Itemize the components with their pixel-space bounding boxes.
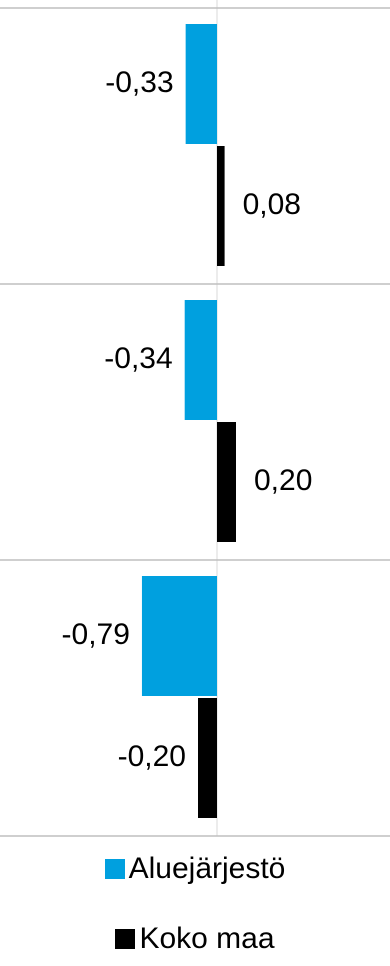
bar-koko-maa [198, 698, 217, 818]
data-label: -0,33 [105, 66, 173, 99]
data-label: 0,08 [243, 188, 301, 221]
data-label: 0,20 [254, 464, 312, 497]
bar-aluejarjesto [141, 576, 217, 696]
legend-item-aluejarjesto: Aluejärjestö [0, 852, 390, 886]
bar-chart: -0,33 -0,34 -0,79 0,08 0,20 -0,20 [0, 0, 390, 837]
data-label: -0,79 [62, 618, 130, 651]
bar-koko-maa [217, 422, 236, 542]
bar-aluejarjesto [185, 24, 217, 144]
legend-label-aluejarjesto: Aluejärjestö [128, 852, 286, 885]
bar-koko-maa [217, 146, 225, 266]
data-label: -0,34 [104, 342, 172, 375]
legend-item-koko-maa: Koko maa [0, 922, 390, 956]
data-label: -0,20 [118, 740, 186, 773]
legend-swatch-koko-maa [115, 929, 136, 949]
bar-aluejarjesto [184, 300, 217, 420]
legend-swatch-aluejarjesto [104, 859, 125, 879]
legend-label-koko-maa: Koko maa [139, 922, 275, 955]
